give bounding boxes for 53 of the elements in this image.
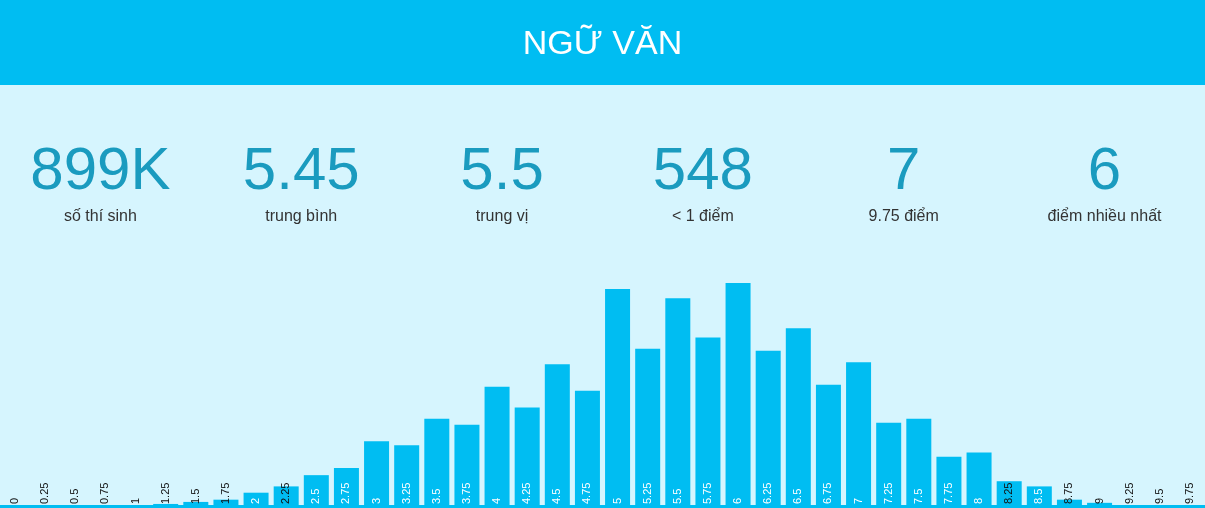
- x-tick-label: 3.75: [459, 482, 472, 504]
- x-tick-label: 6: [731, 497, 744, 504]
- x-tick-label: 7.5: [911, 488, 924, 504]
- text: 6: [1086, 135, 1123, 202]
- text: < 1 điểm: [671, 207, 735, 225]
- text: 5.5: [459, 135, 545, 202]
- x-tick-label: 9: [1092, 497, 1105, 504]
- x-tick-label: 7.25: [881, 482, 894, 504]
- x-tick-label: 1: [128, 497, 141, 504]
- x-tick-label: 6.75: [821, 482, 834, 504]
- text: 548: [651, 135, 754, 202]
- x-tick-label: 8.5: [1032, 488, 1045, 504]
- x-tick-label: 9.25: [1122, 482, 1135, 504]
- text: 7: [886, 135, 922, 202]
- x-tick-label: 3.5: [429, 488, 442, 504]
- x-tick-label: 2.5: [309, 488, 322, 504]
- text: trung vị: [474, 207, 530, 225]
- x-tick-label: 9.75: [1182, 482, 1195, 504]
- x-tick-label: 5: [610, 497, 623, 504]
- x-tick-label: 4.5: [550, 488, 563, 504]
- x-tick-label: 8.75: [1062, 482, 1075, 504]
- x-tick-label: 4.75: [580, 482, 593, 504]
- x-tick-label: 0: [8, 497, 21, 504]
- x-tick-label: 2.25: [279, 482, 292, 504]
- text: điểm nhiều nhất: [1046, 207, 1163, 225]
- x-tick-label: 0.5: [68, 488, 81, 504]
- x-tick-label: 1.5: [188, 488, 201, 504]
- x-tick-label: 1.25: [158, 482, 171, 504]
- x-tick-label: 5.75: [700, 482, 713, 504]
- x-tick-label: 2: [249, 497, 262, 504]
- x-tick-label: 0.75: [98, 482, 111, 504]
- x-tick-label: 6.5: [791, 488, 804, 504]
- x-tick-label: 5.25: [640, 482, 653, 504]
- x-tick-label: 8: [972, 497, 985, 504]
- x-tick-label: 3: [369, 497, 382, 504]
- chart-title: NGỮ VĂN: [0, 0, 1205, 85]
- x-tick-label: 7: [851, 497, 864, 504]
- x-tick-label: 8.25: [1002, 482, 1015, 504]
- x-tick-label: 4.25: [520, 482, 533, 504]
- x-tick-label: 0.25: [38, 482, 51, 504]
- x-tick-label: 2.75: [339, 482, 352, 504]
- x-tick-label: 3.25: [399, 482, 412, 504]
- x-tick-label: 9.5: [1152, 488, 1165, 504]
- x-tick-label: 5.5: [670, 488, 683, 504]
- x-tick-label: 7.75: [941, 482, 954, 504]
- x-tick-label: 4: [490, 497, 503, 504]
- text: 5.45: [241, 135, 361, 202]
- x-tick-label: 1.75: [218, 482, 231, 504]
- text: 899K: [29, 135, 172, 202]
- text: 9.75 điểm: [867, 207, 940, 225]
- text: số thí sinh: [62, 207, 138, 225]
- text: trung bình: [264, 207, 339, 225]
- x-tick-label: 6.25: [761, 482, 774, 504]
